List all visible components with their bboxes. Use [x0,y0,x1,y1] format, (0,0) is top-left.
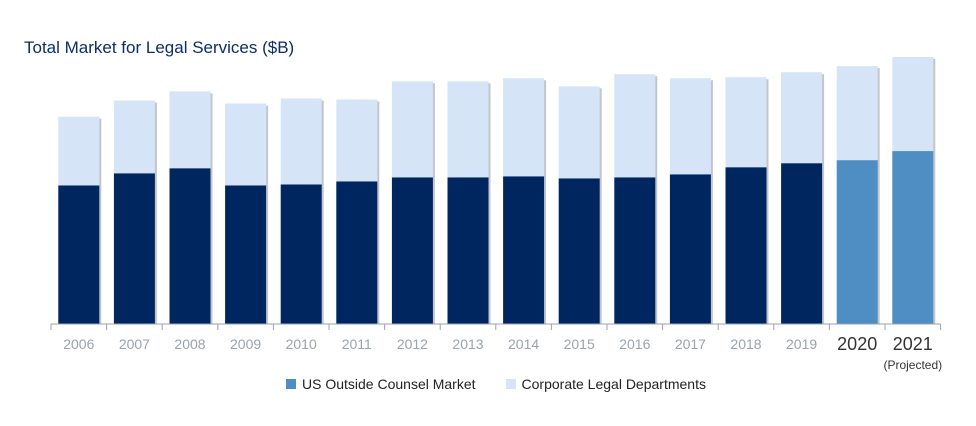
bar-corporate-legal-2017 [669,78,711,175]
x-tick-label-2013: 2013 [452,336,483,352]
x-tick-label-2006: 2006 [63,336,94,352]
bar-corporate-legal-2009 [225,103,267,186]
legend-item-outside-counsel: US Outside Counsel Market [286,376,476,392]
bar-corporate-legal-2011 [336,99,378,182]
x-tick-label-2018: 2018 [730,336,761,352]
x-tick-label-2011: 2011 [342,336,372,352]
x-tick-label-2015: 2015 [564,336,595,352]
legend: US Outside Counsel Market Corporate Lega… [286,376,736,392]
bar-outside-counsel-2017 [669,174,711,324]
bar-corporate-legal-2006 [58,116,100,186]
x-tick-label-2020: 2020 [837,334,877,354]
bar-outside-counsel-2008 [169,168,211,324]
bar-outside-counsel-2007 [113,173,155,324]
bar-outside-counsel-2020 [836,160,878,324]
bar-corporate-legal-2012 [391,81,433,178]
bar-outside-counsel-2019 [781,163,823,324]
bar-outside-counsel-2013 [447,177,489,324]
bar-outside-counsel-2011 [336,181,378,324]
bar-outside-counsel-2010 [280,184,322,324]
legend-label-corporate-legal: Corporate Legal Departments [521,376,706,392]
bar-corporate-legal-2015 [558,86,600,179]
bar-outside-counsel-2009 [225,185,267,324]
bar-outside-counsel-2016 [614,177,656,324]
bar-outside-counsel-2006 [58,185,100,324]
bar-corporate-legal-2019 [781,72,823,164]
x-tick-label-2009: 2009 [230,336,261,352]
x-tick-label-2012: 2012 [397,336,428,352]
bar-corporate-legal-2014 [503,78,545,177]
bar-corporate-legal-2018 [725,77,767,168]
bar-corporate-legal-2016 [614,74,656,178]
bar-corporate-legal-2013 [447,81,489,178]
x-tick-label-2021: 2021 [893,334,933,354]
bar-outside-counsel-2014 [503,176,545,324]
bar-outside-counsel-2021 [892,151,934,324]
legend-item-corporate-legal: Corporate Legal Departments [505,376,706,392]
bar-outside-counsel-2018 [725,167,767,324]
legend-swatch-corporate-legal [505,379,516,389]
chart-title: Total Market for Legal Services ($B) [24,38,295,57]
bar-outside-counsel-2015 [558,178,600,324]
x-tick-label-2010: 2010 [286,336,317,352]
bar-outside-counsel-2012 [391,177,433,324]
legend-swatch-outside-counsel [286,379,296,389]
bar-corporate-legal-2007 [113,100,155,174]
bar-corporate-legal-2010 [280,98,322,185]
x-tick-label-2014: 2014 [508,336,539,352]
bar-corporate-legal-2008 [169,91,211,169]
x-tick-label-2017: 2017 [675,336,706,352]
x-tick-label-2016: 2016 [619,336,650,352]
x-tick-label-2007: 2007 [119,336,150,352]
bar-corporate-legal-2020 [836,66,878,161]
bar-corporate-legal-2021 [892,57,934,152]
x-tick-label-2019: 2019 [786,336,817,352]
legend-label-outside-counsel: US Outside Counsel Market [302,376,476,392]
x-tick-label-2008: 2008 [174,336,205,352]
projected-note: (Projected) [883,358,942,372]
